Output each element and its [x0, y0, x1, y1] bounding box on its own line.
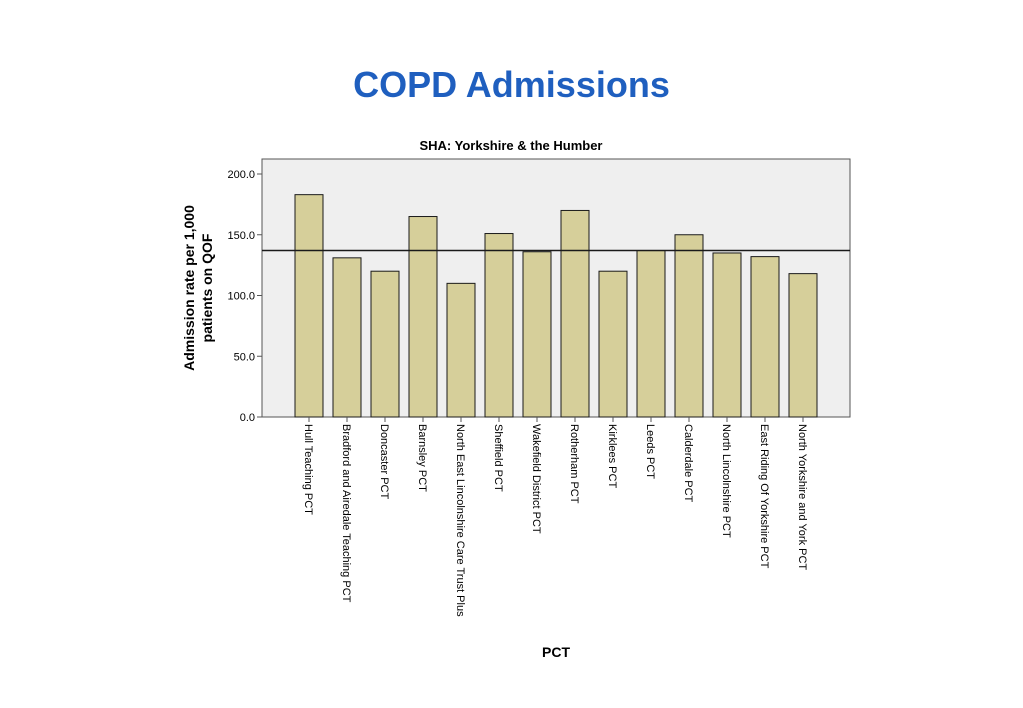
x-category-label: North East Lincolnshire Care Trust Plus	[454, 424, 466, 617]
chart-title: SHA: Yorkshire & the Humber	[419, 138, 602, 153]
x-category-label: Bradford and Airedale Teaching PCT	[340, 424, 352, 603]
x-category-label: North Yorkshire and York PCT	[796, 424, 808, 570]
x-category-label: East Riding Of Yorkshire PCT	[758, 424, 770, 569]
bars-group	[294, 194, 818, 418]
bar	[598, 270, 628, 418]
y-tick-label: 150.0	[227, 230, 255, 242]
x-category-label: Barnsley PCT	[416, 424, 428, 492]
bar	[446, 282, 476, 418]
y-tick-label: 0.0	[240, 412, 255, 424]
x-axis-labels: Hull Teaching PCT Bradford and Airedale T…	[302, 417, 808, 617]
bar	[750, 256, 780, 418]
bar	[332, 257, 362, 418]
x-category-label: Wakefield District PCT	[530, 424, 542, 534]
x-category-label: Leeds PCT	[644, 424, 656, 479]
bar	[636, 250, 666, 418]
x-category-label: Doncaster PCT	[378, 424, 390, 499]
y-axis: 0.0 50.0 100.0 150.0 200.0	[227, 169, 262, 424]
y-axis-title-line-1: Admission rate per 1,000	[181, 205, 197, 371]
bar	[294, 194, 324, 418]
bar	[522, 251, 552, 418]
bar	[712, 252, 742, 418]
bar	[788, 273, 818, 418]
x-category-label: Kirklees PCT	[606, 424, 618, 488]
bar	[408, 216, 438, 418]
x-category-label: Calderdale PCT	[682, 424, 694, 503]
page-title: COPD Admissions	[353, 64, 670, 105]
x-category-label: Hull Teaching PCT	[302, 424, 314, 515]
bar	[560, 209, 590, 418]
y-tick-label: 100.0	[227, 291, 255, 303]
bar	[370, 270, 400, 418]
bar	[484, 233, 514, 418]
x-category-label: Sheffield PCT	[492, 424, 504, 492]
y-tick-label: 50.0	[234, 351, 255, 363]
x-category-label: North Lincolnshire PCT	[720, 424, 732, 538]
x-category-label: Rotherham PCT	[568, 424, 580, 504]
x-axis-title: PCT	[542, 644, 570, 660]
y-tick-label: 200.0	[227, 169, 255, 181]
bar	[674, 234, 704, 418]
y-axis-title-line-2: patients on QOF	[199, 233, 215, 342]
